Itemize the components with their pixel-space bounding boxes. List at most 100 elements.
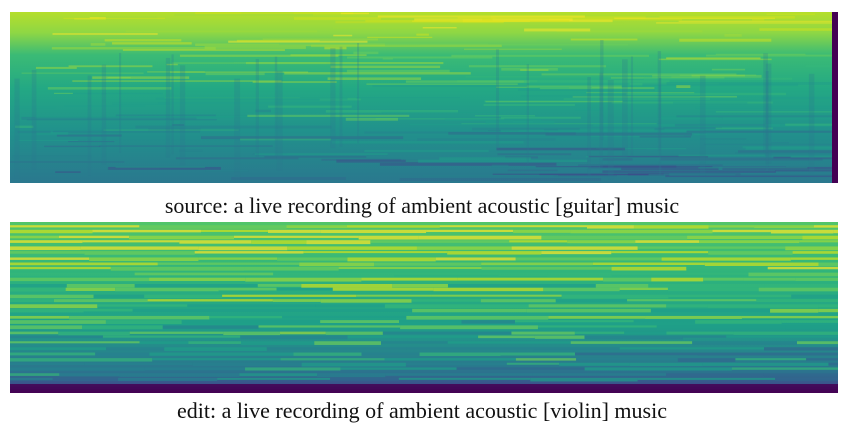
texture	[10, 304, 97, 308]
texture	[703, 278, 743, 281]
texture	[785, 325, 838, 329]
texture	[516, 358, 576, 360]
texture	[448, 341, 571, 343]
texture	[10, 273, 135, 276]
texture	[247, 115, 409, 117]
texture	[724, 34, 741, 37]
texture	[634, 320, 695, 323]
texture	[10, 363, 84, 365]
texture	[659, 78, 661, 178]
texture	[123, 49, 285, 51]
texture	[273, 299, 321, 302]
texture	[423, 175, 559, 176]
texture	[458, 278, 603, 281]
texture	[277, 288, 333, 291]
texture	[527, 23, 623, 25]
texture	[35, 117, 233, 118]
texture	[668, 295, 791, 297]
texture	[55, 171, 80, 173]
texture	[333, 288, 434, 291]
texture	[115, 288, 218, 292]
texture	[301, 284, 392, 288]
texture	[10, 251, 85, 254]
texture	[770, 309, 818, 313]
texture	[347, 56, 492, 58]
texture	[587, 225, 634, 228]
texture	[587, 77, 591, 177]
texture	[417, 246, 512, 249]
texture	[406, 80, 529, 82]
texture	[423, 27, 457, 28]
texture	[91, 43, 106, 46]
texture	[501, 353, 575, 356]
texture	[259, 325, 401, 327]
texture	[83, 309, 132, 312]
texture	[660, 16, 795, 19]
texture	[18, 140, 78, 141]
texture	[543, 288, 619, 291]
source-spectrogram	[10, 12, 838, 183]
texture	[541, 236, 687, 240]
texture	[10, 367, 145, 370]
texture	[267, 347, 407, 349]
texture	[433, 288, 543, 291]
texture	[59, 236, 129, 238]
texture	[198, 257, 277, 259]
texture	[63, 18, 165, 19]
texture	[10, 230, 93, 233]
texture	[341, 13, 369, 14]
texture	[380, 163, 556, 166]
texture	[356, 295, 431, 297]
texture	[630, 363, 703, 366]
texture	[756, 299, 838, 302]
texture	[716, 111, 832, 112]
texture	[679, 21, 832, 22]
texture	[512, 246, 638, 249]
texture	[679, 39, 771, 42]
texture	[139, 225, 286, 229]
texture	[765, 153, 832, 156]
texture	[559, 363, 630, 366]
texture	[348, 336, 479, 338]
texture	[10, 309, 83, 313]
texture	[205, 170, 248, 172]
texture	[659, 59, 772, 61]
texture	[657, 325, 785, 329]
texture	[277, 257, 347, 260]
texture	[580, 128, 655, 131]
texture	[40, 61, 71, 63]
texture	[321, 299, 412, 303]
texture	[440, 225, 587, 227]
texture	[10, 295, 94, 299]
texture	[219, 288, 277, 291]
texture	[676, 85, 690, 88]
texture	[145, 367, 245, 370]
texture	[256, 59, 259, 159]
texture	[399, 378, 531, 380]
texture	[735, 358, 806, 360]
texture	[239, 373, 317, 376]
texture	[12, 155, 91, 158]
texture	[791, 257, 838, 259]
texture	[88, 76, 92, 176]
texture	[406, 160, 587, 162]
texture	[275, 57, 277, 157]
texture	[651, 309, 770, 312]
texture	[515, 320, 634, 322]
texture	[764, 373, 838, 376]
texture	[535, 336, 585, 339]
texture	[287, 246, 417, 249]
texture	[10, 288, 66, 292]
texture	[767, 14, 815, 15]
texture	[382, 112, 505, 113]
texture	[432, 295, 562, 297]
texture	[596, 284, 648, 288]
texture	[791, 295, 838, 299]
texture	[152, 358, 280, 360]
texture	[198, 246, 287, 250]
texture	[462, 320, 515, 324]
texture	[10, 347, 106, 350]
texture	[481, 299, 556, 302]
texture	[179, 240, 251, 243]
